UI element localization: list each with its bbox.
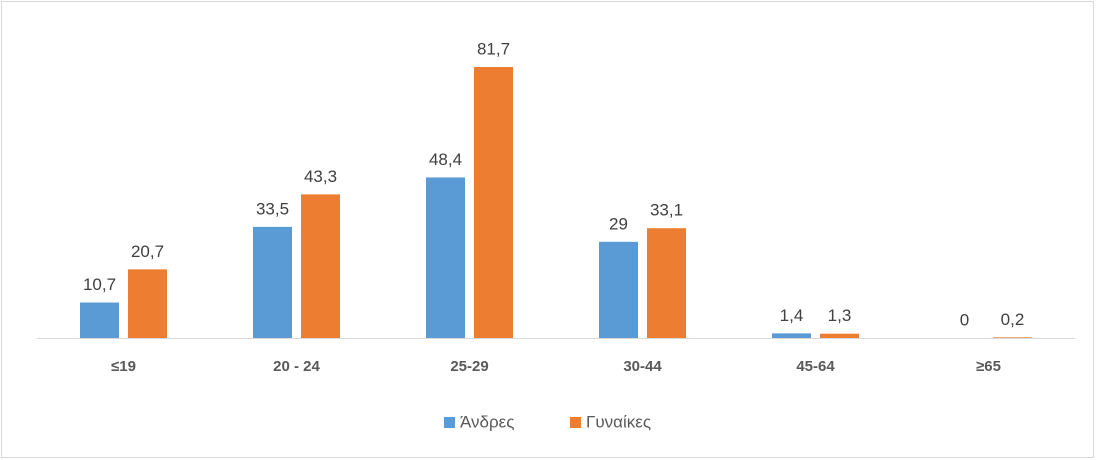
bar: [426, 177, 465, 338]
bar: [80, 302, 119, 338]
data-label: 33,5: [256, 199, 289, 218]
data-label: 43,3: [304, 167, 337, 186]
data-label: 0: [960, 310, 969, 329]
x-tick-label: 20 - 24: [273, 358, 320, 375]
bar: [128, 269, 167, 338]
data-label: 81,7: [477, 39, 510, 58]
bar: [772, 333, 811, 338]
x-tick-label: 25-29: [450, 358, 488, 375]
bar: [474, 67, 513, 338]
data-label: 33,1: [650, 201, 683, 220]
data-label: 1,3: [828, 306, 852, 325]
x-tick-label: ≤19: [111, 358, 136, 375]
x-tick-label: 30-44: [623, 358, 662, 375]
x-tick-label: 45-64: [796, 358, 835, 375]
bar: [647, 228, 686, 338]
data-label: 0,2: [1001, 310, 1025, 329]
data-label: 29: [609, 214, 628, 233]
data-label: 10,7: [83, 275, 116, 294]
x-tick-label: ≥65: [976, 358, 1001, 375]
bar: [599, 241, 638, 338]
bar: [820, 333, 859, 338]
data-label: 48,4: [429, 150, 462, 169]
legend-swatch: [570, 417, 581, 428]
bar: [253, 226, 292, 338]
legend-swatch: [444, 417, 455, 428]
bar: [993, 337, 1032, 338]
legend-label: Άνδρες: [460, 412, 514, 431]
data-label: 1,4: [780, 306, 804, 325]
legend-label: Γυναίκες: [586, 412, 651, 431]
bar: [301, 194, 340, 338]
data-label: 20,7: [131, 242, 164, 261]
